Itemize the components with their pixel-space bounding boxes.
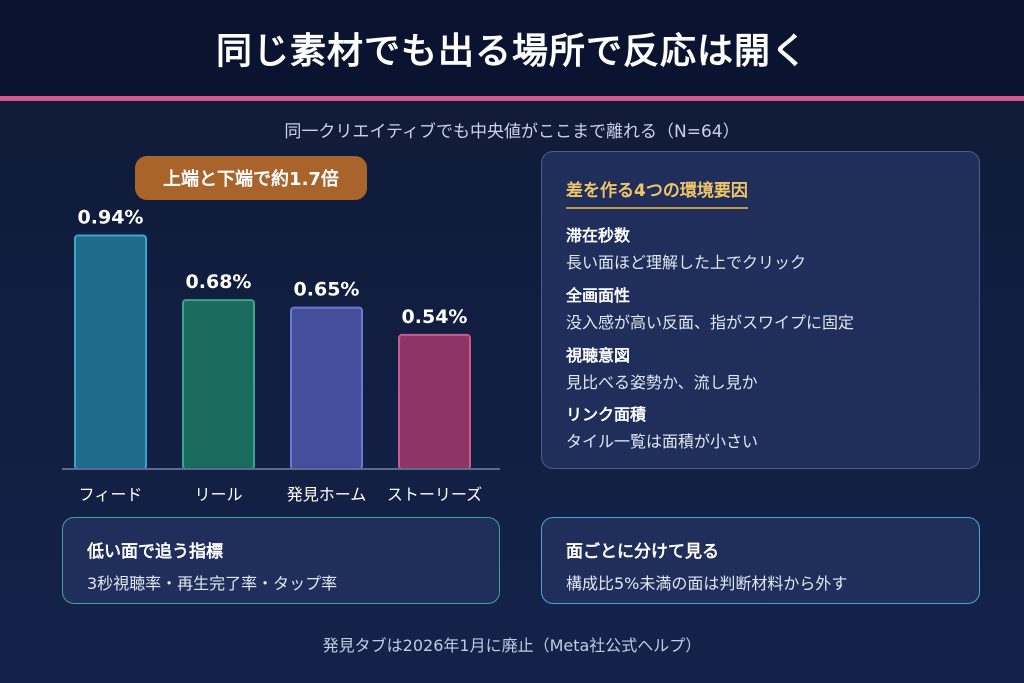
factor-name: リンク面積: [566, 405, 647, 424]
factor-item: 全画面性 没入感が高い反面、指がスワイプに固定: [566, 282, 966, 333]
bar-chart: 0.94% フィード 0.68% リール 0.65% 発見ホーム 0.54% ストーリーズ: [62, 207, 500, 504]
accent-divider: [0, 96, 1024, 101]
bar-1: [182, 299, 255, 471]
footer-note: 発見タブは2026年1月に廃止（Meta社公式ヘルプ）: [322, 636, 702, 655]
factor-desc: 没入感が高い反面、指がスワイプに固定: [566, 313, 855, 332]
bar-3: [398, 333, 471, 471]
split-heading: 面ごとに分けて見る: [566, 542, 719, 562]
ratio-badge: 上端と下端で約1.7倍: [135, 156, 367, 200]
metrics-heading: 低い面で追う指標: [87, 542, 223, 562]
factor-name: 視聴意図: [566, 346, 631, 365]
category-label-2: 発見ホーム: [287, 485, 367, 504]
factors-card: 差を作る4つの環境要因 滞在秒数 長い面ほど理解した上でクリック 全画面性 没入…: [541, 151, 980, 469]
value-label-0: 0.94%: [78, 207, 144, 229]
factor-item: リンク面積 タイル一覧は面積が小さい: [566, 401, 966, 452]
page-subtitle: 同一クリエイティブでも中央値がここまで離れる（N=64）: [284, 122, 740, 142]
page-title: 同じ素材でも出る場所で反応は開く: [215, 31, 808, 72]
bar-2: [290, 306, 363, 470]
header-band: [0, 0, 1024, 96]
factors-title: 差を作る4つの環境要因: [566, 176, 748, 209]
split-body: 構成比5%未満の面は判断材料から外す: [566, 574, 848, 593]
value-label-3: 0.54%: [402, 306, 468, 328]
value-label-1: 0.68%: [186, 271, 252, 293]
metrics-body: 3秒視聴率・再生完了率・タップ率: [87, 574, 338, 593]
split-card: 面ごとに分けて見る 構成比5%未満の面は判断材料から外す: [541, 517, 980, 604]
bar-0: [74, 234, 147, 470]
factor-desc: 見比べる姿勢か、流し見か: [566, 373, 758, 392]
category-label-1: リール: [194, 485, 242, 504]
factor-name: 滞在秒数: [566, 226, 631, 245]
category-label-0: フィード: [79, 485, 143, 504]
factor-item: 滞在秒数 長い面ほど理解した上でクリック: [566, 222, 966, 273]
factor-item: 視聴意図 見比べる姿勢か、流し見か: [566, 342, 966, 393]
metrics-card: 低い面で追う指標 3秒視聴率・再生完了率・タップ率: [62, 517, 500, 604]
value-label-2: 0.65%: [294, 279, 360, 301]
factor-desc: タイル一覧は面積が小さい: [566, 432, 759, 451]
factor-desc: 長い面ほど理解した上でクリック: [566, 253, 807, 272]
category-label-3: ストーリーズ: [387, 485, 482, 504]
factor-name: 全画面性: [566, 286, 631, 305]
